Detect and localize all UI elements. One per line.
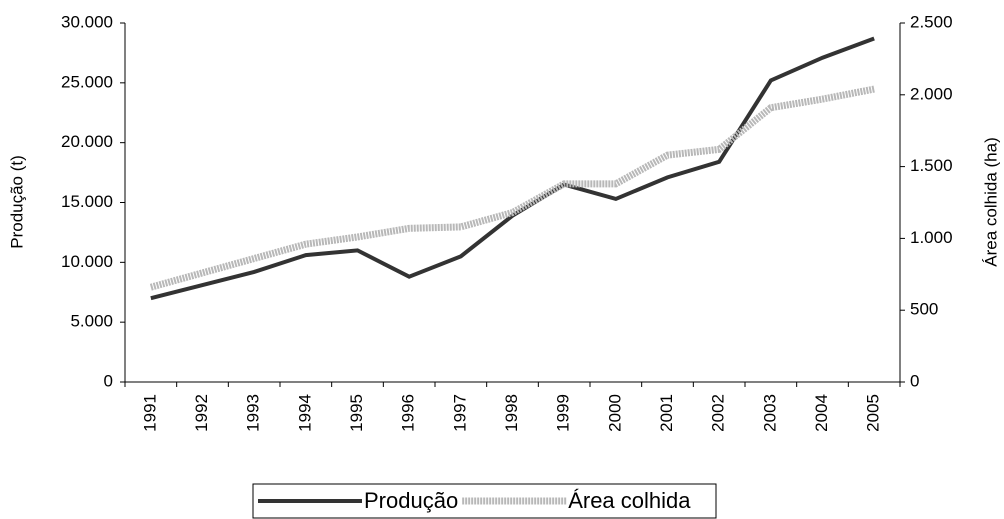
y-tick-label: 20.000 xyxy=(61,132,113,151)
x-tick-label: 1991 xyxy=(140,394,159,432)
y-tick-label: 15.000 xyxy=(61,192,113,211)
y2-tick-label: 1.000 xyxy=(910,228,953,247)
x-tick-label: 1992 xyxy=(192,394,211,432)
x-tick-label: 2001 xyxy=(657,394,676,432)
y2-tick-label: 2.000 xyxy=(910,84,953,103)
x-tick-label: 1999 xyxy=(554,394,573,432)
y-axis-label: Produção (t) xyxy=(7,155,26,249)
y-tick-label: 5.000 xyxy=(70,312,113,331)
x-tick-label: 1994 xyxy=(295,394,314,432)
y2-axis-label: Área colhida (ha) xyxy=(981,137,1000,266)
y-tick-label: 30.000 xyxy=(61,12,113,31)
x-tick-label: 2003 xyxy=(760,394,779,432)
series-line xyxy=(149,85,875,291)
x-tick-label: 2005 xyxy=(864,394,883,432)
y-tick-label: 0 xyxy=(104,371,113,390)
x-tick-label: 2002 xyxy=(709,394,728,432)
x-tick-label: 1998 xyxy=(502,394,521,432)
legend-box xyxy=(252,483,717,519)
y2-tick-label: 0 xyxy=(910,371,919,390)
x-tick-label: 2000 xyxy=(605,394,624,432)
y2-tick-label: 1.500 xyxy=(910,156,953,175)
y-tick-label: 10.000 xyxy=(61,252,113,271)
x-tick-label: 1993 xyxy=(244,394,263,432)
y-tick-label: 25.000 xyxy=(61,72,113,91)
x-tick-label: 1996 xyxy=(399,394,418,432)
legend-label: Área colhida xyxy=(568,488,691,513)
legend-label: Produção xyxy=(364,488,458,513)
x-tick-label: 2004 xyxy=(812,394,831,432)
y2-tick-label: 500 xyxy=(910,300,938,319)
x-tick-label: 1995 xyxy=(347,394,366,432)
y2-tick-label: 2.500 xyxy=(910,12,953,31)
x-tick-label: 1997 xyxy=(450,394,469,432)
